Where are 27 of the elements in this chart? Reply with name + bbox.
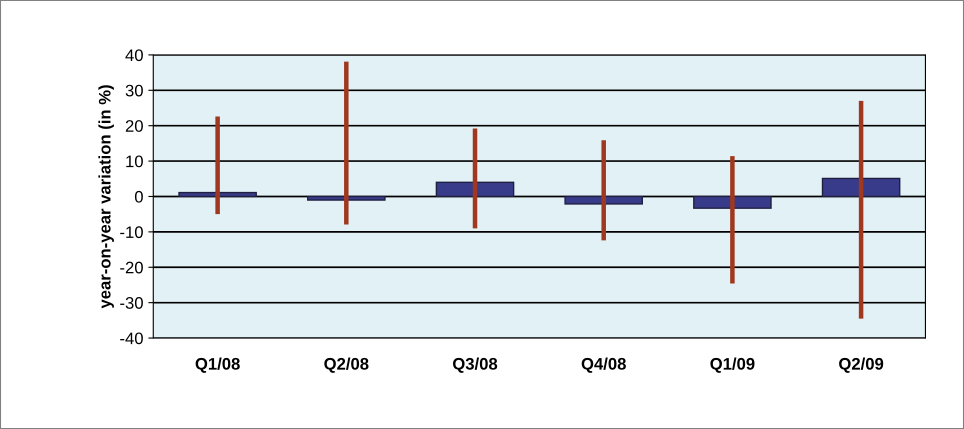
- bar: [436, 182, 514, 198]
- y-tick-label: 0: [134, 190, 143, 203]
- y-tick-label: 40: [125, 49, 143, 62]
- bar: [858, 100, 864, 319]
- bar: [564, 196, 644, 205]
- y-tick-label: -20: [120, 262, 143, 274]
- bar: [178, 192, 257, 198]
- bar: [730, 156, 735, 284]
- y-tick-label: 10: [126, 155, 143, 168]
- x-tick-label: Q3/08: [452, 357, 498, 373]
- bar: [215, 116, 220, 214]
- x-tick-label: Q4/08: [582, 357, 626, 373]
- y-axis-title: year-on-year variation (in %): [98, 85, 114, 308]
- bar: [344, 62, 349, 224]
- bar: [472, 128, 478, 228]
- bar: [601, 140, 606, 240]
- bar: [693, 196, 772, 209]
- bar: [822, 178, 900, 198]
- x-tick-label: Q1/08: [196, 357, 240, 373]
- y-tick-label: 30: [126, 84, 143, 97]
- x-tick-label: Q1/09: [710, 357, 754, 373]
- y-tick-label: -30: [120, 297, 143, 309]
- y-tick-label: -40: [120, 332, 143, 344]
- x-tick-label: Q2/09: [839, 357, 884, 373]
- x-tick-label: Q2/08: [324, 357, 369, 373]
- y-tick-label: -10: [120, 226, 143, 238]
- y-tick-label: 20: [126, 120, 143, 132]
